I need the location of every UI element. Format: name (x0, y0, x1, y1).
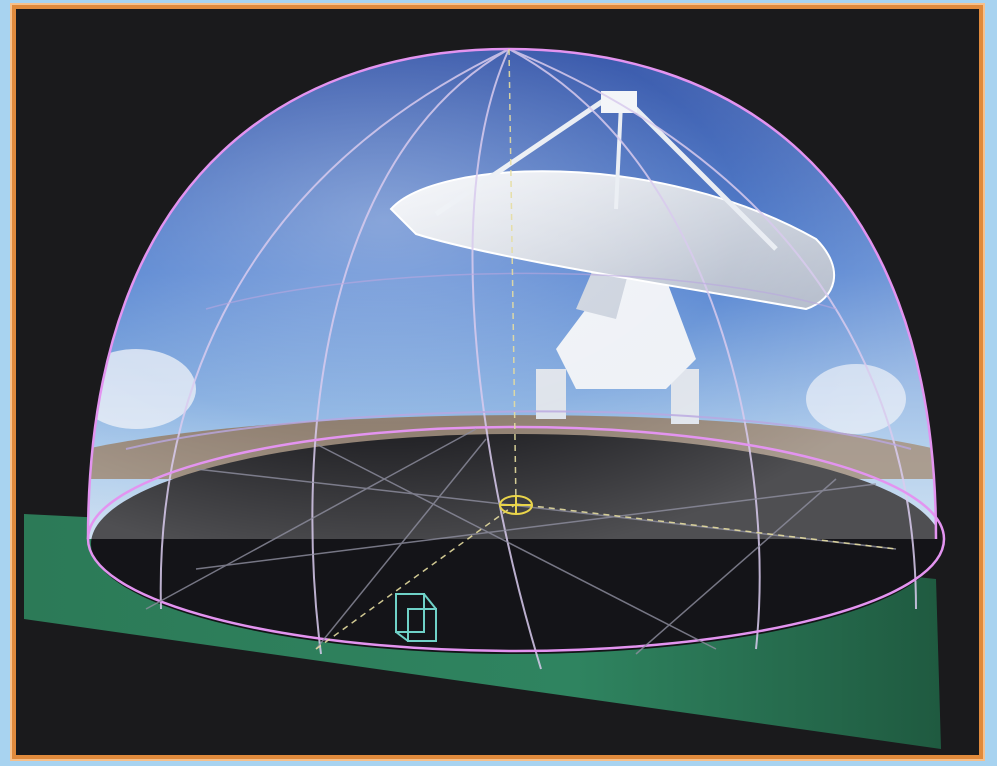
image-frame (10, 3, 985, 761)
dome-scene (24, 47, 946, 749)
zenith-marker-icon (499, 495, 533, 515)
seat-icon (395, 593, 437, 642)
